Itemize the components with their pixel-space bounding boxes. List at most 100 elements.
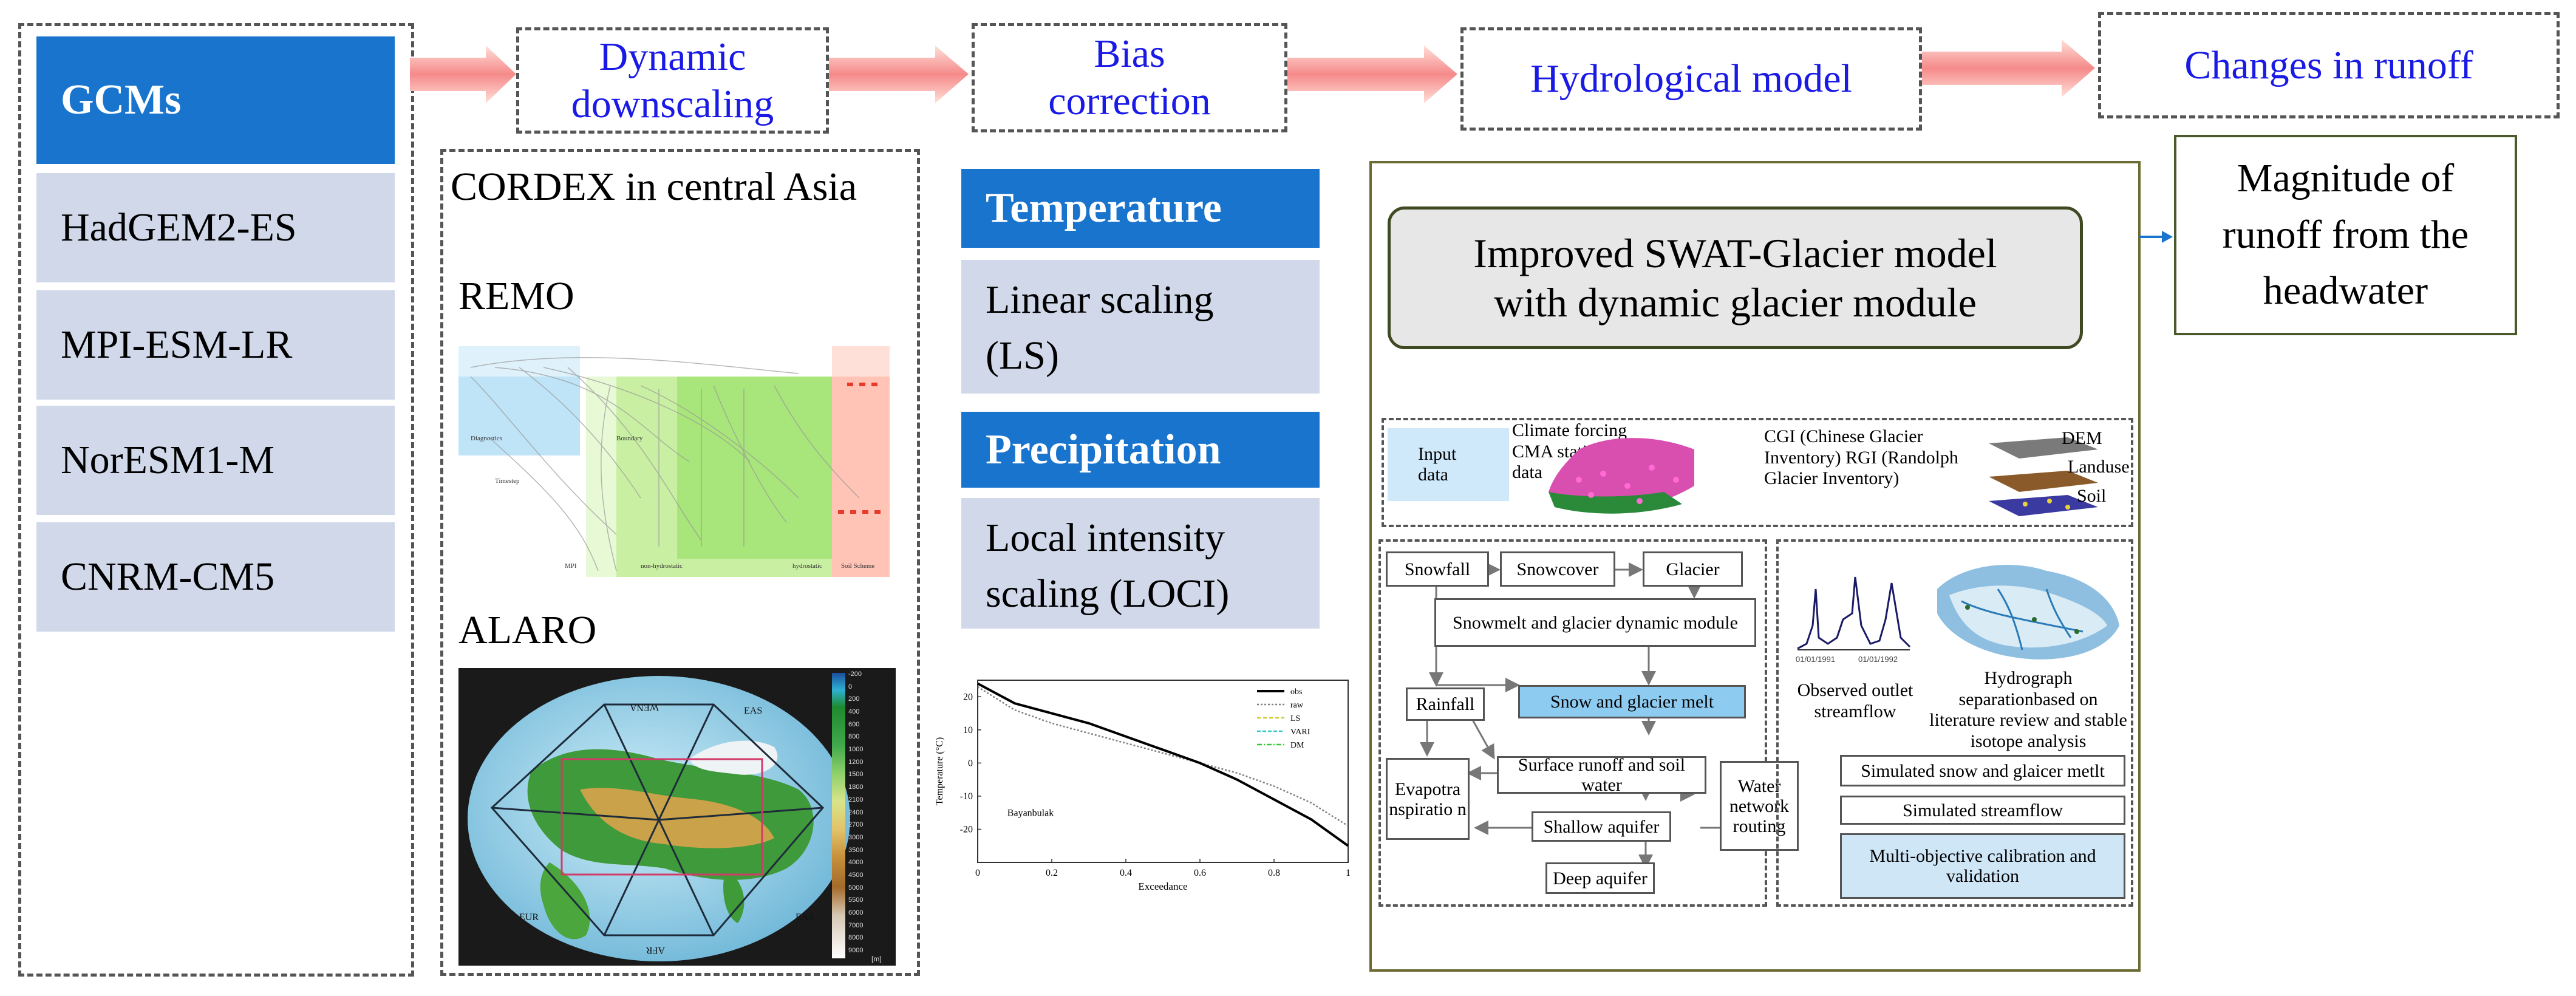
legend-label-dm: DM xyxy=(1290,741,1304,750)
node-shallow-aquifer: Shallow aquifer xyxy=(1532,811,1671,842)
remo-label: REMO xyxy=(458,274,574,318)
runoff-magnitude-box: Magnitude of runoff from the headwater xyxy=(2174,135,2517,335)
alaro-colorbar xyxy=(832,673,845,958)
remo-schematic: Diagnostics Boundary Timestep MPI non-hy… xyxy=(458,346,890,577)
remo-fig-label-hydrostatic: hydrostatic xyxy=(792,562,822,570)
colorbar-tick: 3500 xyxy=(848,846,864,854)
node-snowcover: Snowcover xyxy=(1500,551,1615,587)
x-tick-label: 0.8 xyxy=(1268,868,1280,878)
stage-dynamic-downscaling: Dynamic downscaling xyxy=(516,27,829,134)
basin-map xyxy=(1937,565,2119,660)
process-flowchart xyxy=(1378,539,1767,907)
remo-fig-label-nonhydrostatic: non-hydrostatic xyxy=(641,562,683,570)
colorbar-tick: 2700 xyxy=(848,821,864,829)
stage-hydrological-model: Hydrological model xyxy=(1460,27,1922,131)
node-rainfall: Rainfall xyxy=(1406,687,1485,721)
gcm-item-cnrm-cm5: CNRM-CM5 xyxy=(36,522,395,632)
stage-changes-in-runoff-label: Changes in runoff xyxy=(2184,43,2473,87)
colorbar-tick: 9000 xyxy=(848,947,864,954)
soil-label: Soil xyxy=(2077,486,2107,506)
observed-streamflow-label: Observed outlet streamflow xyxy=(1797,680,1913,721)
remo-fig-label-diagnostics: Diagnostics xyxy=(471,435,502,442)
remo-fig-label-boundary: Boundary xyxy=(616,435,643,442)
colorbar-tick: 600 xyxy=(848,720,860,728)
alaro-map: WENA EAS EUR AFR EAS -200 0 200 400 600 800 10… xyxy=(458,668,896,966)
colorbar-tick: 800 xyxy=(848,733,860,741)
input-data-label: Input data xyxy=(1418,443,1457,485)
runoff-magnitude-label: Magnitude of runoff from the headwater xyxy=(2222,156,2469,313)
simulated-melt-box: Simulated snow and glaicer metlt xyxy=(1840,755,2125,786)
swat-glacier-model-box: Improved SWAT-Glacier model with dynamic… xyxy=(1388,206,2083,349)
node-snowmelt-module: Snowmelt and glacier dynamic module xyxy=(1434,598,1756,647)
alaro-fig-label-eas-top: EAS xyxy=(744,706,762,716)
x-tick-label: 0.6 xyxy=(1194,868,1206,878)
precipitation-method: Local intensity scaling (LOCI) xyxy=(961,498,1320,629)
legend-label-vari: VARI xyxy=(1290,728,1310,737)
downscaling-panel xyxy=(440,149,920,976)
colorbar-tick: -200 xyxy=(848,670,862,678)
y-axis-label: Temperature (°C) xyxy=(935,737,945,805)
node-snowfall: Snowfall xyxy=(1386,551,1489,587)
chart-annotation: Bayanbulak xyxy=(1007,808,1054,819)
alaro-globe: WENA EAS EUR AFR EAS xyxy=(468,676,850,961)
alaro-label: ALARO xyxy=(458,608,597,652)
colorbar-tick: 400 xyxy=(848,708,860,716)
cordex-title: CORDEX in central Asia xyxy=(451,165,857,209)
dem-label: DEM xyxy=(2062,428,2102,448)
swat-glacier-model-title: Improved SWAT-Glacier model with dynamic… xyxy=(1473,230,1997,326)
colorbar-tick: 1200 xyxy=(848,758,864,766)
y-tick-label: 10 xyxy=(963,725,973,735)
colorbar-tick: 1800 xyxy=(848,783,864,791)
precipitation-header: Precipitation xyxy=(961,412,1320,488)
alaro-fig-label-eas-bottom: EAS xyxy=(796,912,814,923)
colorbar-tick: 2100 xyxy=(848,796,864,803)
colorbar-tick: 1500 xyxy=(848,771,864,779)
x-tick-label: 0.2 xyxy=(1046,868,1058,878)
simulated-streamflow-box: Simulated streamflow xyxy=(1840,796,2125,825)
dem-landuse-soil-layers xyxy=(1989,437,2098,516)
flow-arrow-3 xyxy=(1287,46,1457,103)
y-tick-label: -20 xyxy=(960,824,973,834)
legend-label-obs: obs xyxy=(1290,687,1302,697)
gcms-panel xyxy=(18,23,414,977)
node-snow-glacier-melt: Snow and glacier melt xyxy=(1518,685,1746,718)
alaro-colorbar-ticks: -200 0 200 400 600 800 1000 1200 1500 1800 2100 240… xyxy=(848,670,894,956)
stage-dynamic-downscaling-label: Dynamic downscaling xyxy=(571,34,774,126)
colorbar-tick: 8000 xyxy=(848,934,864,942)
node-surface-runoff: Surface runoff and soil water xyxy=(1497,755,1706,795)
legend-label-ls: LS xyxy=(1290,714,1300,723)
colorbar-tick: 3000 xyxy=(848,833,864,841)
alaro-fig-label-wena: WENA xyxy=(630,702,659,712)
node-glacier: Glacier xyxy=(1643,551,1743,587)
flow-arrows xyxy=(410,39,2095,103)
series-line-raw xyxy=(977,686,1349,827)
remo-fig-label-timestep: Timestep xyxy=(495,477,520,485)
stage-bias-correction: Bias correction xyxy=(972,23,1287,132)
colorbar-tick: 4000 xyxy=(848,859,864,867)
flow-arrow-1 xyxy=(410,46,516,103)
stage-hydrological-model-label: Hydrological model xyxy=(1530,56,1852,101)
landuse-label: Landuse xyxy=(2068,457,2130,477)
colorbar-tick: 7000 xyxy=(848,921,864,929)
hydrograph-date-1: 01/01/1991 xyxy=(1796,655,1835,664)
y-tick-label: 20 xyxy=(963,692,973,702)
observed-hydrograph: 01/01/1991 01/01/1992 xyxy=(1796,576,1911,664)
hydrograph-separation-label: Hydrograph separationbased on literature… xyxy=(1929,668,2127,751)
hydrograph-date-2: 01/01/1992 xyxy=(1858,655,1898,664)
colorbar-tick: 4500 xyxy=(848,871,864,879)
remo-fig-label-mpi: MPI xyxy=(565,562,577,570)
stage-bias-correction-label: Bias correction xyxy=(1048,32,1211,123)
colorbar-tick: 0 xyxy=(848,683,853,691)
alaro-fig-label-eur: EUR xyxy=(519,912,539,923)
colorbar-tick: 200 xyxy=(848,695,860,703)
legend-label-raw: raw xyxy=(1290,701,1304,710)
x-tick-label: 0 xyxy=(975,868,980,878)
x-tick-label: 0.4 xyxy=(1120,868,1132,878)
hydrology-panel xyxy=(1369,161,2141,972)
flow-arrow-4 xyxy=(1922,39,2095,97)
colorbar-tick: 5000 xyxy=(848,884,864,892)
series-line-obs xyxy=(977,682,1349,847)
temperature-header: Temperature xyxy=(961,169,1320,248)
gcm-item-hadgem2-es: HadGEM2-ES xyxy=(36,173,395,282)
climate-forcing-map xyxy=(1549,438,1694,514)
